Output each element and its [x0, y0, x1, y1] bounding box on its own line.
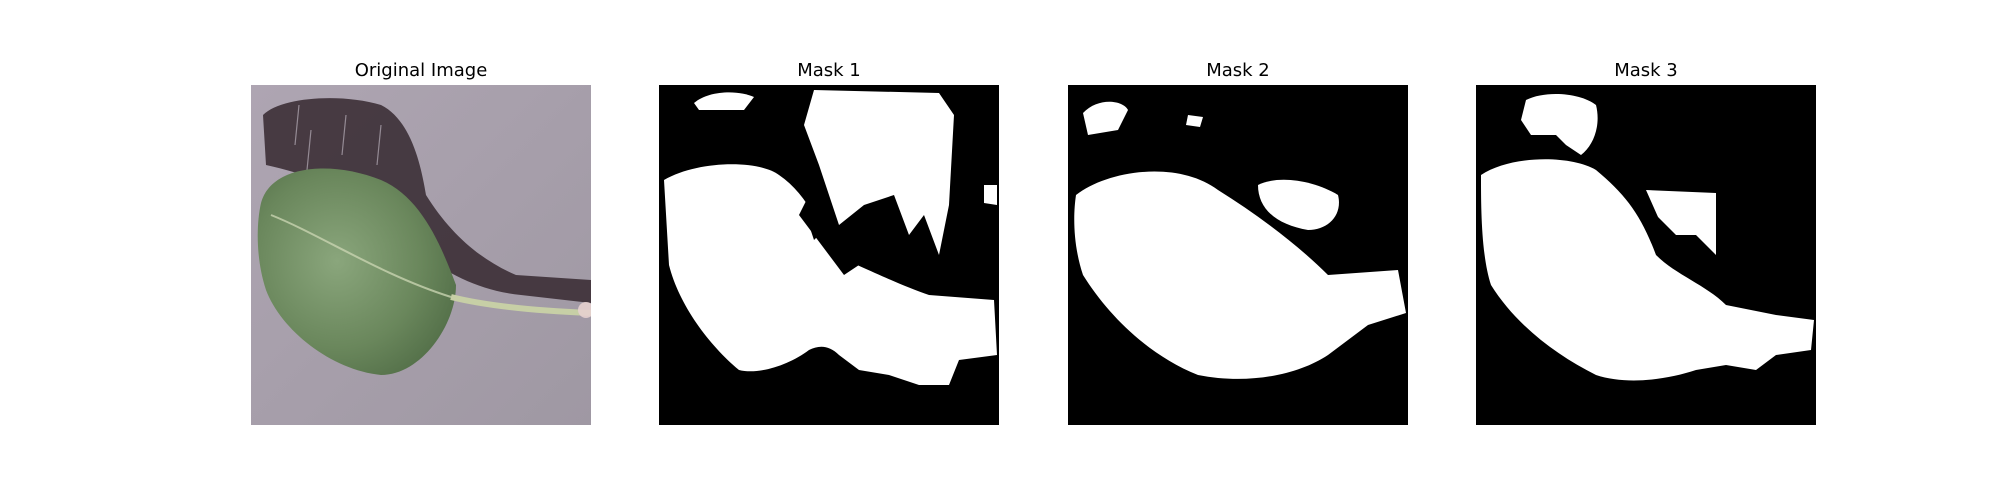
- original-image-panel: Original Image: [251, 56, 591, 86]
- panel-title: Mask 1: [659, 56, 999, 86]
- mask-3-image: [1476, 85, 1816, 425]
- mask-1-image: [659, 85, 999, 425]
- panel-title: Mask 2: [1068, 56, 1408, 86]
- leaf-photo: [251, 85, 591, 425]
- panel-title: Original Image: [251, 56, 591, 86]
- panel-title: Mask 3: [1476, 56, 1816, 86]
- mask-2-panel: Mask 2: [1068, 56, 1408, 86]
- mask-2-image: [1068, 85, 1408, 425]
- mask-3-panel: Mask 3: [1476, 56, 1816, 86]
- mask-1-panel: Mask 1: [659, 56, 999, 86]
